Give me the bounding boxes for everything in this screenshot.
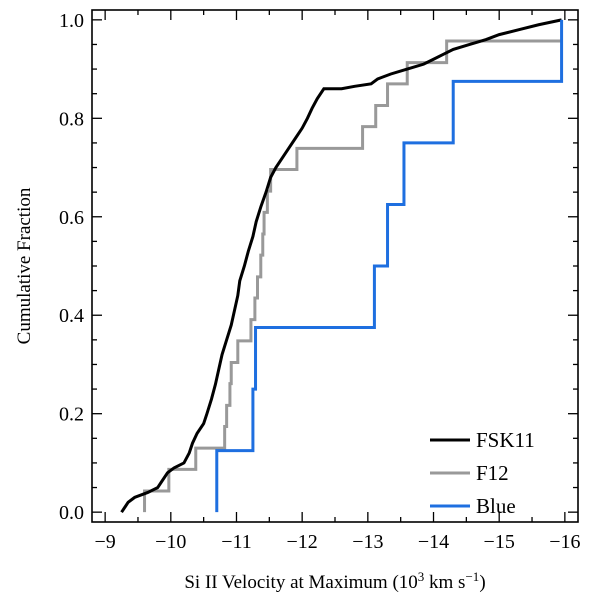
x-tick-label: −10 [155,531,186,553]
series-lines [120,18,564,513]
y-tick-label: 0.6 [59,207,84,229]
x-axis-label: Si II Velocity at Maximum (103 km s−1) [184,569,485,593]
x-tick-label: −11 [221,531,252,553]
series-line-fsk11 [120,18,562,513]
y-tick-label: 1.0 [59,10,84,32]
legend-label-fsk11: FSK11 [476,428,535,452]
tick-marks [92,10,578,522]
x-tick-label: −13 [352,531,383,553]
plot-frame [91,9,579,523]
legend-label-f12: F12 [476,461,509,485]
y-tick-label: 0.2 [59,404,84,426]
y-tick-labels: 0.0 0.2 0.4 0.6 0.8 1.0 [59,10,84,524]
legend-label-blue: Blue [476,494,516,518]
series-line-f12 [143,39,562,513]
x-tick-labels: −9 −10 −11 −12 −13 −14 −15 −16 [94,531,580,553]
y-tick-label: 0.0 [59,502,84,524]
series-line-blue [215,19,564,513]
x-tick-label: −14 [418,531,449,553]
x-tick-label: −9 [94,531,115,553]
x-tick-label: −16 [549,531,580,553]
y-tick-label: 0.8 [59,108,84,130]
y-axis-label: Cumulative Fraction [14,187,35,344]
legend: FSK11 F12 Blue [430,428,535,518]
y-tick-label: 0.4 [59,305,84,327]
x-tick-label: −12 [287,531,318,553]
x-tick-label: −15 [484,531,515,553]
